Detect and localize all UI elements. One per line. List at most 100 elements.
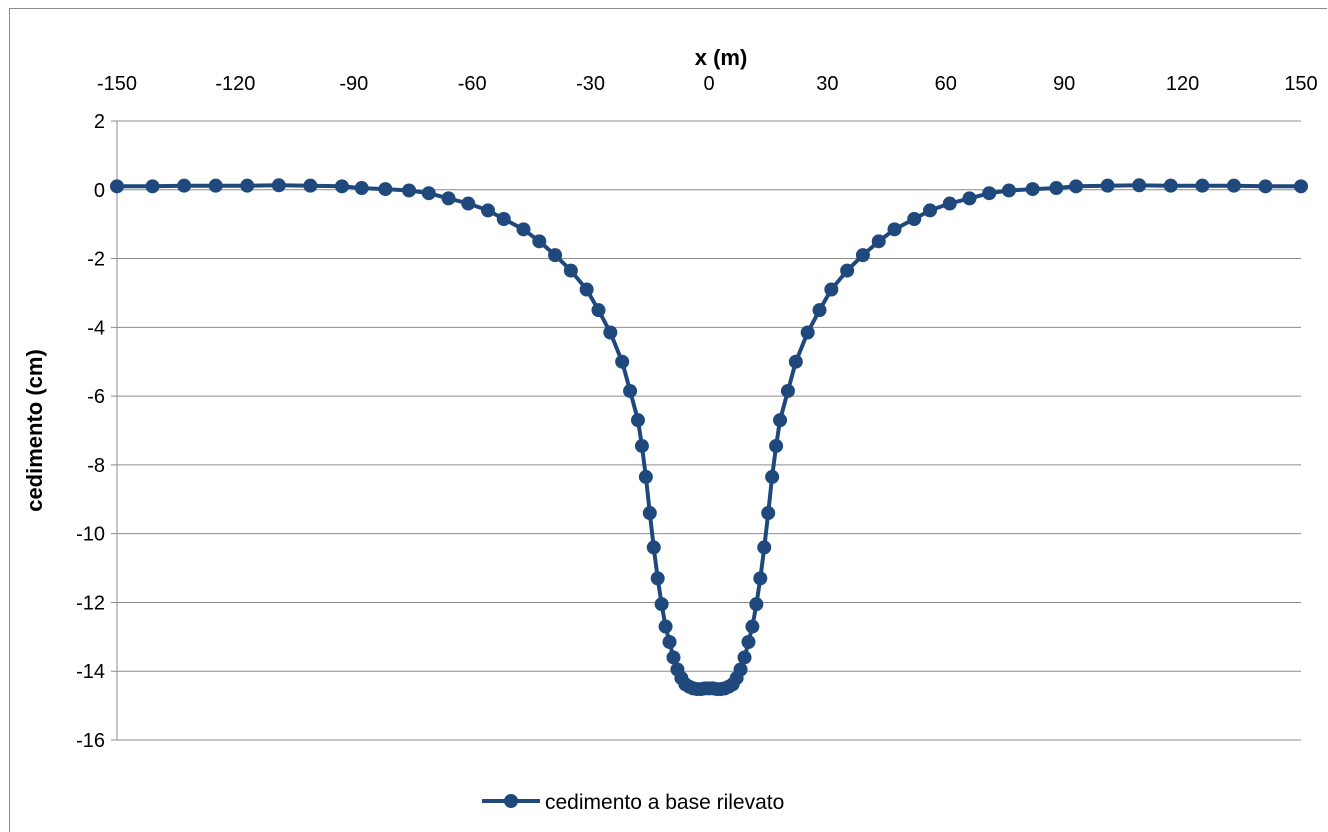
- data-point: [658, 619, 673, 634]
- data-point: [630, 413, 645, 428]
- data-point: [1049, 181, 1064, 196]
- y-tick-label: -6: [87, 386, 105, 408]
- y-tick-label: -12: [76, 592, 105, 614]
- x-axis-title: x (m): [695, 45, 748, 70]
- x-tick-label: -120: [215, 73, 255, 95]
- x-tick-label: 150: [1284, 73, 1317, 95]
- data-point: [1001, 183, 1016, 198]
- data-point: [240, 178, 255, 193]
- data-point: [1100, 178, 1115, 193]
- data-point: [769, 438, 784, 453]
- y-tick-label: -10: [76, 524, 105, 546]
- data-point: [887, 222, 902, 237]
- data-point: [623, 383, 638, 398]
- data-point: [753, 571, 768, 586]
- x-tick-label: 60: [935, 73, 957, 95]
- data-point: [757, 540, 772, 555]
- y-tick-label: 0: [94, 180, 105, 202]
- x-tick-label: 30: [816, 73, 838, 95]
- data-point: [402, 183, 417, 198]
- data-point: [516, 222, 531, 237]
- data-point: [532, 234, 547, 249]
- x-tick-label: 0: [703, 73, 714, 95]
- data-point: [840, 263, 855, 278]
- data-point: [1226, 178, 1241, 193]
- y-axis-title: cedimento (cm): [22, 349, 47, 512]
- data-point: [741, 634, 756, 649]
- data-point: [907, 212, 922, 227]
- data-point: [773, 413, 788, 428]
- y-tick-label: -16: [76, 730, 105, 752]
- data-point: [737, 650, 752, 665]
- data-point: [1294, 179, 1308, 194]
- data-point: [579, 282, 594, 297]
- data-point: [303, 178, 318, 193]
- data-point: [942, 196, 957, 211]
- data-point: [563, 263, 578, 278]
- data-point: [788, 354, 803, 369]
- data-point: [208, 178, 223, 193]
- data-point: [548, 248, 563, 263]
- data-point: [1069, 179, 1084, 194]
- data-point: [145, 179, 160, 194]
- data-point: [441, 191, 456, 206]
- data-point: [824, 282, 839, 297]
- data-point: [496, 212, 511, 227]
- x-axis-ticks: -150 -120 -90 -60 -30 0 30 60 90 120 150: [97, 73, 1318, 95]
- legend-point-marker: [504, 794, 518, 808]
- data-point: [615, 354, 630, 369]
- data-point: [1163, 178, 1178, 193]
- data-point: [591, 303, 606, 318]
- y-axis-ticks: 2 0 -2 -4 -6 -8 -10 -12 -14 -16: [76, 111, 105, 752]
- data-point: [982, 186, 997, 201]
- data-point: [110, 179, 124, 194]
- data-point: [642, 506, 657, 521]
- data-point: [745, 619, 760, 634]
- data-point: [923, 203, 938, 218]
- data-point: [800, 325, 815, 340]
- data-point: [271, 178, 286, 193]
- x-tick-label: -150: [97, 73, 137, 95]
- series-line-0: [117, 183, 1301, 692]
- gridlines: [111, 120, 1301, 741]
- data-point: [1025, 182, 1040, 197]
- data-point: [334, 179, 349, 194]
- data-point: [177, 178, 192, 193]
- data-point: [461, 196, 476, 211]
- legend-entry: cedimento a base rilevato: [545, 791, 784, 814]
- data-point: [654, 597, 669, 612]
- data-point: [749, 597, 764, 612]
- y-tick-label: -2: [87, 249, 105, 271]
- data-point: [871, 234, 886, 249]
- x-tick-label: -60: [458, 73, 487, 95]
- data-point: [1195, 178, 1210, 193]
- data-point: [666, 650, 681, 665]
- data-point: [765, 469, 780, 484]
- data-point: [480, 203, 495, 218]
- data-point: [638, 469, 653, 484]
- data-point: [1258, 179, 1273, 194]
- data-point: [646, 540, 661, 555]
- data-point: [780, 383, 795, 398]
- chart-frame: [9, 8, 1327, 832]
- data-point: [733, 662, 748, 677]
- y-tick-label: -8: [87, 455, 105, 477]
- y-tick-label: -14: [76, 661, 105, 683]
- data-point: [812, 303, 827, 318]
- y-tick-label: 2: [94, 111, 105, 133]
- y-tick-label: -4: [87, 317, 105, 339]
- x-tick-label: -30: [576, 73, 605, 95]
- x-tick-label: -90: [339, 73, 368, 95]
- data-point: [1132, 178, 1147, 193]
- data-point: [378, 182, 393, 197]
- data-point: [962, 191, 977, 206]
- data-point: [354, 181, 369, 196]
- data-point: [662, 634, 677, 649]
- data-point: [650, 571, 665, 586]
- legend: cedimento a base rilevato: [482, 791, 784, 814]
- data-point: [761, 506, 776, 521]
- data-point: [603, 325, 618, 340]
- x-tick-label: 120: [1166, 73, 1199, 95]
- data-point: [634, 438, 649, 453]
